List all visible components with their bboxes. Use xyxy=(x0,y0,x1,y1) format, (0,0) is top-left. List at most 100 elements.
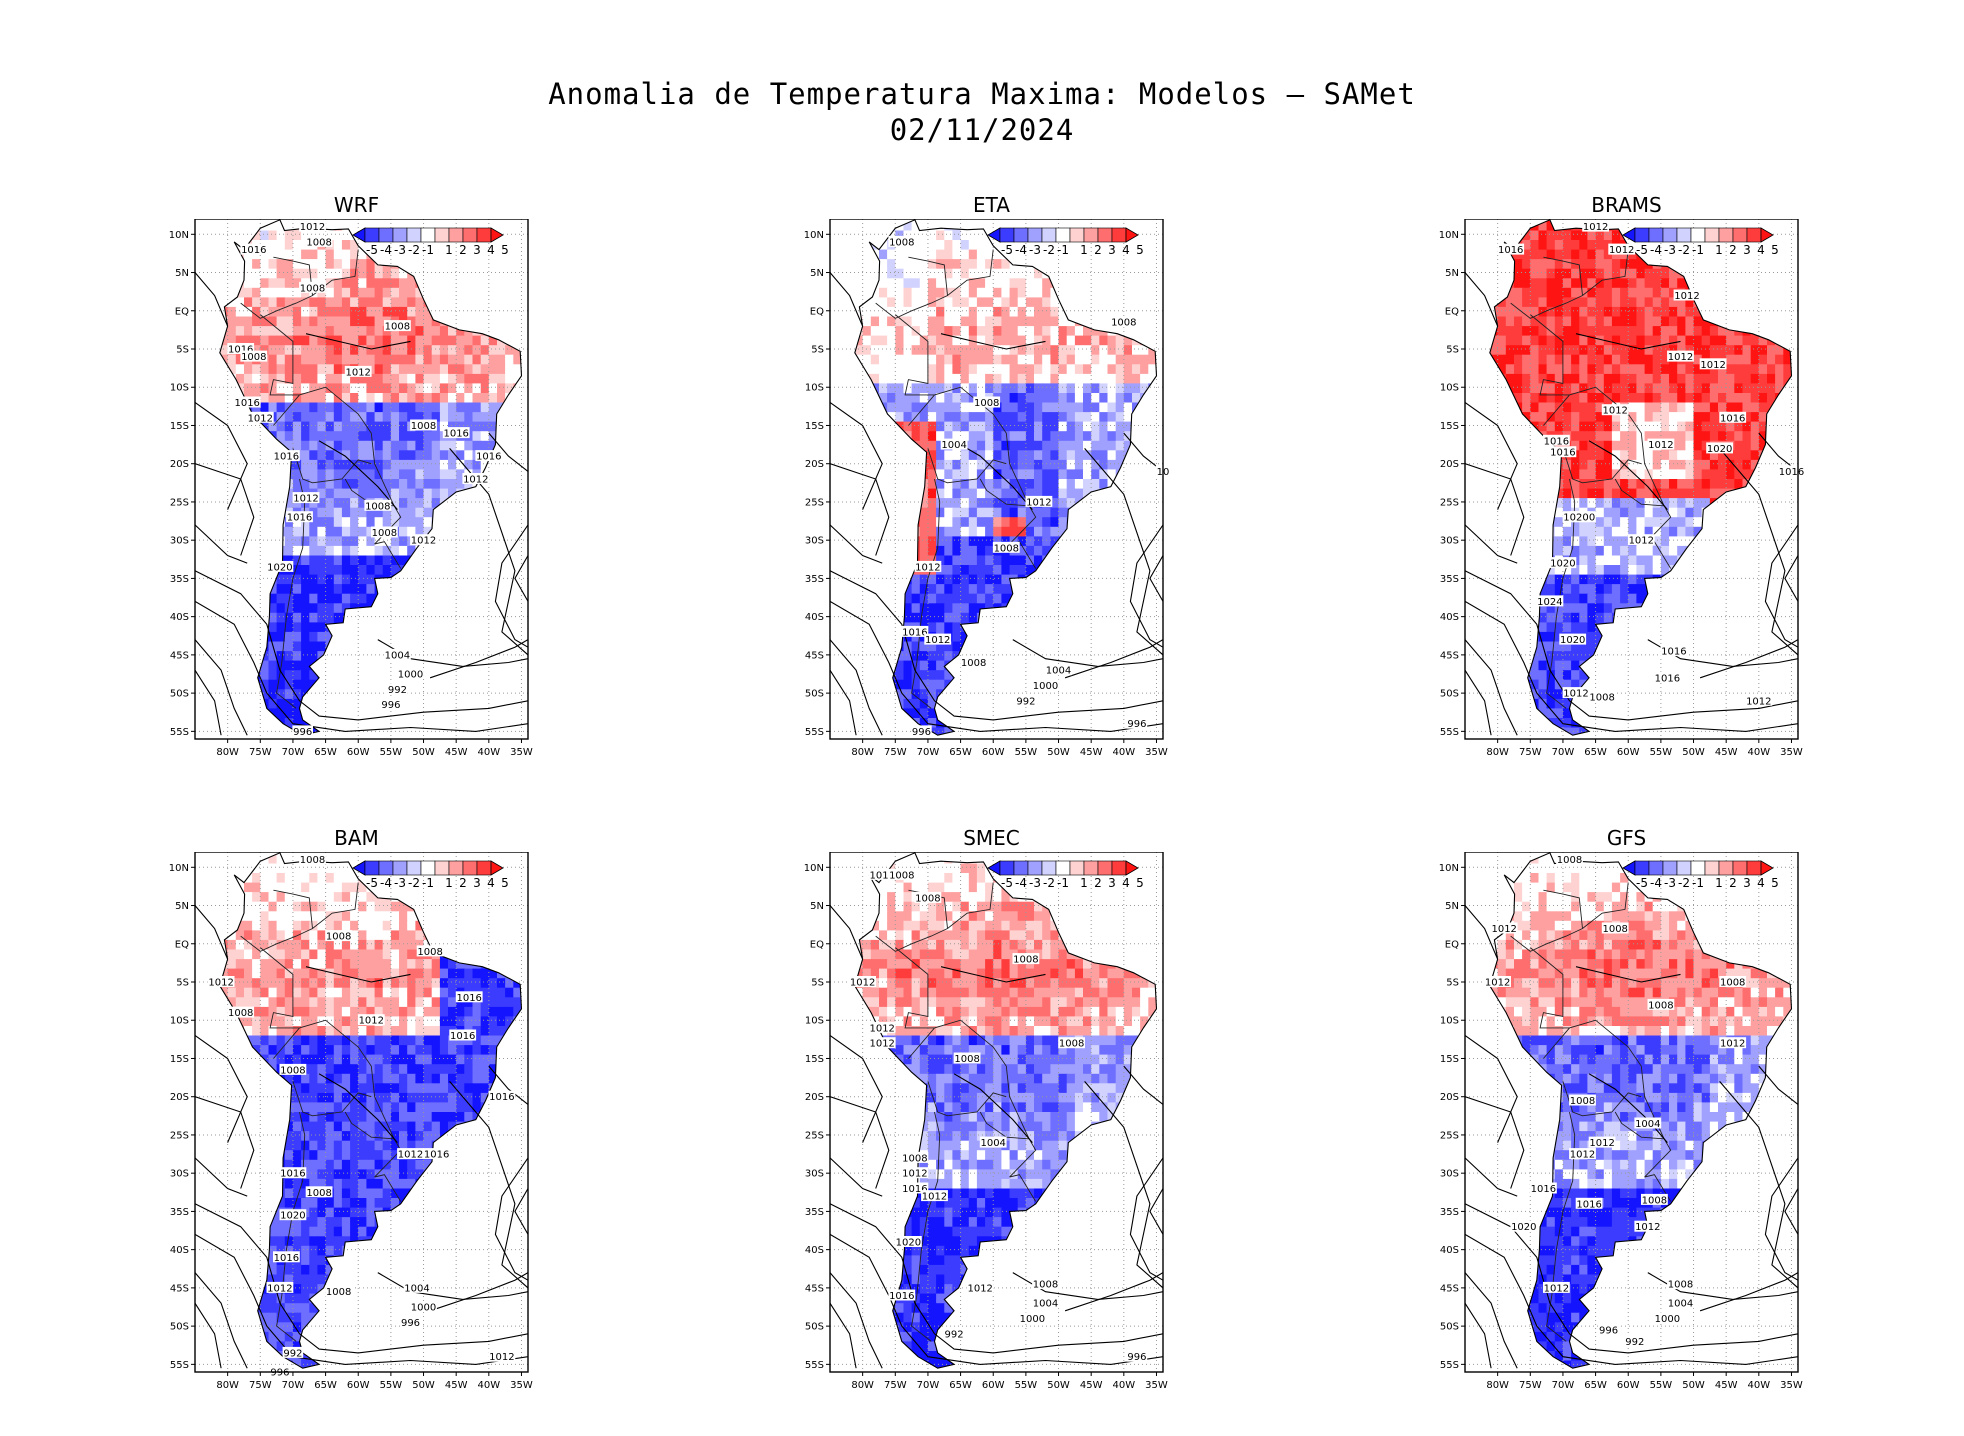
anomaly-cell xyxy=(431,431,441,442)
anomaly-cell xyxy=(390,545,400,557)
anomaly-cell xyxy=(423,517,433,528)
anomaly-cell xyxy=(993,364,1002,375)
anomaly-cell xyxy=(350,440,359,451)
anomaly-cell xyxy=(960,278,970,289)
anomaly-cell xyxy=(976,326,986,337)
anomaly-cell xyxy=(968,249,978,260)
anomaly-cell xyxy=(350,326,359,337)
anomaly-cell xyxy=(415,450,425,461)
anomaly-cell xyxy=(976,259,986,270)
anomaly-cell xyxy=(317,450,327,461)
anomaly-cell xyxy=(911,249,921,260)
anomaly-cell xyxy=(968,440,978,451)
anomaly-cell xyxy=(244,249,253,260)
anomaly-cell xyxy=(530,565,539,575)
anomaly-cell xyxy=(903,230,913,241)
anomaly-cell xyxy=(1115,402,1125,413)
anomaly-cell xyxy=(488,393,498,404)
isobar-label: 1012 xyxy=(248,413,273,424)
border-line xyxy=(979,478,1029,507)
anomaly-cell xyxy=(268,297,278,308)
anomaly-cell xyxy=(1034,335,1043,346)
anomaly-cell xyxy=(488,373,498,385)
anomaly-cell xyxy=(1025,268,1035,279)
isobar-label-bg xyxy=(888,235,916,247)
anomaly-cell xyxy=(284,517,294,528)
anomaly-cell xyxy=(415,297,425,308)
anomaly-cell xyxy=(366,259,376,270)
anomaly-cell xyxy=(1025,306,1035,318)
anomaly-cell xyxy=(244,259,253,270)
anomaly-cell xyxy=(1034,287,1043,298)
anomaly-cell xyxy=(317,287,327,298)
anomaly-cell xyxy=(317,555,327,566)
anomaly-cell xyxy=(903,326,913,337)
anomaly-cell xyxy=(530,431,539,441)
anomaly-cell xyxy=(1042,316,1051,327)
anomaly-cell xyxy=(317,326,327,337)
anomaly-cell xyxy=(530,219,539,222)
lat-tick-label: 50S xyxy=(170,689,189,700)
anomaly-cell xyxy=(927,249,937,260)
anomaly-cell xyxy=(268,612,278,623)
anomaly-cell xyxy=(1042,383,1051,394)
anomaly-cell xyxy=(292,603,302,614)
anomaly-cell xyxy=(1009,326,1019,337)
anomaly-cell xyxy=(480,354,490,365)
anomaly-cell xyxy=(952,450,962,461)
anomaly-cell xyxy=(895,689,905,700)
anomaly-cell xyxy=(325,603,335,614)
anomaly-cell xyxy=(301,631,310,643)
anomaly-cell xyxy=(480,431,490,442)
anomaly-cell xyxy=(284,240,294,251)
anomaly-cell xyxy=(960,383,970,394)
anomaly-cell xyxy=(952,402,962,413)
anomaly-cell xyxy=(439,421,449,432)
anomaly-cell xyxy=(927,622,937,633)
anomaly-cell xyxy=(358,488,367,499)
anomaly-cell xyxy=(382,335,392,346)
anomaly-cell xyxy=(407,440,416,451)
anomaly-cell xyxy=(366,402,376,413)
anomaly-cell xyxy=(993,536,1002,547)
anomaly-cell xyxy=(325,450,335,461)
anomaly-cell xyxy=(968,498,978,509)
isobar-line xyxy=(1149,555,1163,602)
anomaly-cell xyxy=(423,373,433,385)
anomaly-cell xyxy=(927,450,937,461)
anomaly-cell xyxy=(1017,440,1027,451)
anomaly-cell xyxy=(292,526,302,537)
lon-tick-label: 65W xyxy=(314,747,337,758)
anomaly-cell xyxy=(895,383,905,394)
isobar-line xyxy=(195,600,528,732)
anomaly-cell xyxy=(919,345,929,356)
anomaly-cell xyxy=(358,507,367,518)
anomaly-cell xyxy=(374,393,384,404)
anomaly-cell xyxy=(423,306,433,318)
anomaly-cell xyxy=(911,421,921,432)
anomaly-cell xyxy=(423,450,433,461)
isobar-label-bg xyxy=(233,396,261,408)
anomaly-cell xyxy=(301,268,310,279)
anomaly-cell xyxy=(325,316,335,327)
isobar-line xyxy=(830,272,864,327)
anomaly-cell xyxy=(1058,306,1068,318)
anomaly-cell xyxy=(325,498,335,509)
anomaly-cell xyxy=(993,412,1002,423)
anomaly-cell xyxy=(887,278,896,289)
anomaly-cell xyxy=(301,335,310,346)
anomaly-cell xyxy=(936,431,945,442)
anomaly-cell xyxy=(317,517,327,528)
anomaly-cell xyxy=(227,316,237,327)
anomaly-cell xyxy=(358,335,367,346)
isobar-label: 1016 xyxy=(234,398,259,409)
anomaly-cell xyxy=(358,316,367,327)
anomaly-cell xyxy=(399,526,408,537)
anomaly-cell xyxy=(317,316,327,327)
anomaly-cell xyxy=(944,479,954,490)
anomaly-cell xyxy=(1009,555,1019,566)
isobar-label: 1008 xyxy=(411,421,436,432)
anomaly-cell xyxy=(464,345,474,356)
anomaly-cell xyxy=(382,440,392,451)
anomaly-cell xyxy=(530,546,539,556)
